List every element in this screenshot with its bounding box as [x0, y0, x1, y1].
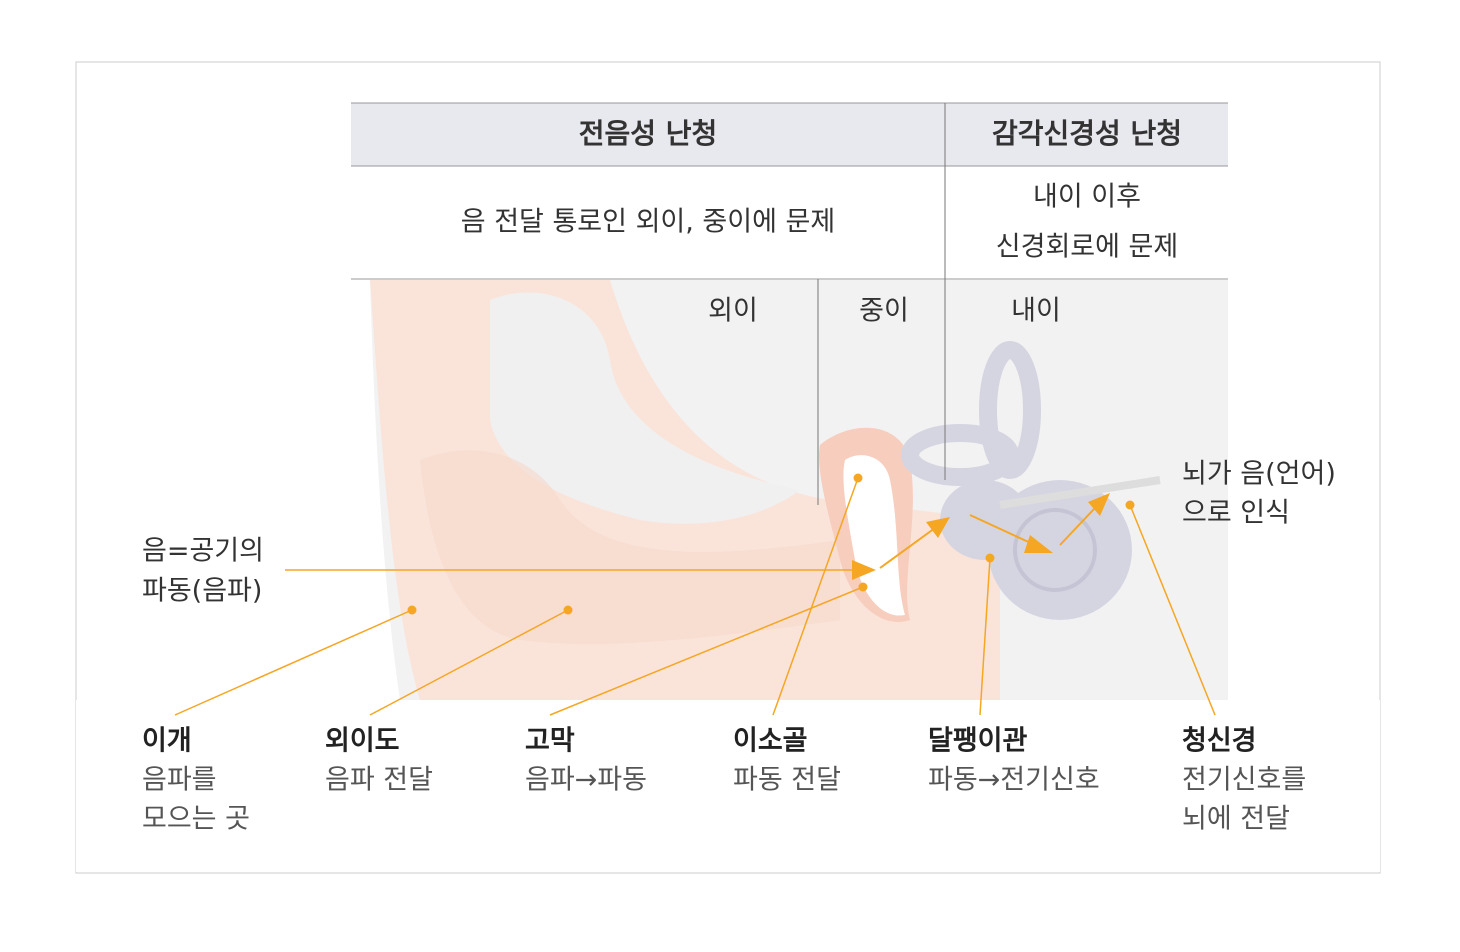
part-desc: 파동 전달 [733, 765, 841, 796]
table-header: 전음성 난청 [579, 117, 718, 150]
part-name: 달팽이관 [928, 726, 1028, 757]
part-desc: 파동→전기신호 [928, 765, 1100, 796]
part-name: 이개 [142, 726, 192, 757]
table-header: 감각신경성 난청 [992, 117, 1182, 150]
part-name: 이소골 [733, 726, 808, 757]
ear-illustration [76, 280, 1380, 872]
brain-label: 으로 인식 [1182, 498, 1290, 529]
region-label: 중이 [859, 296, 909, 327]
pointer-dots [407, 473, 1135, 615]
pointer-lines [174, 477, 1216, 716]
part-desc: 음파를 [142, 765, 217, 796]
table-cell: 신경회로에 문제 [996, 232, 1178, 263]
brain-label: 뇌가 음(언어) [1182, 459, 1336, 490]
part-desc: 모으는 곳 [142, 804, 250, 835]
table-body-bg [351, 166, 1228, 279]
sound-label: 음=공기의 [142, 536, 264, 567]
part-desc: 음파→파동 [525, 765, 647, 796]
region-label: 내이 [1011, 296, 1061, 327]
table-cell: 음 전달 통로인 외이, 중이에 문제 [461, 207, 835, 238]
part-desc: 전기신호를 [1182, 765, 1306, 796]
part-desc: 뇌에 전달 [1182, 804, 1290, 835]
part-name: 청신경 [1182, 726, 1257, 757]
table-header-bg [351, 103, 1228, 166]
table-cell: 내이 이후 [1033, 182, 1141, 213]
part-name: 외이도 [325, 726, 400, 757]
sound-label: 파동(음파) [142, 576, 262, 607]
part-desc: 음파 전달 [325, 765, 433, 796]
part-name: 고막 [525, 726, 575, 757]
region-label: 외이 [708, 296, 758, 327]
